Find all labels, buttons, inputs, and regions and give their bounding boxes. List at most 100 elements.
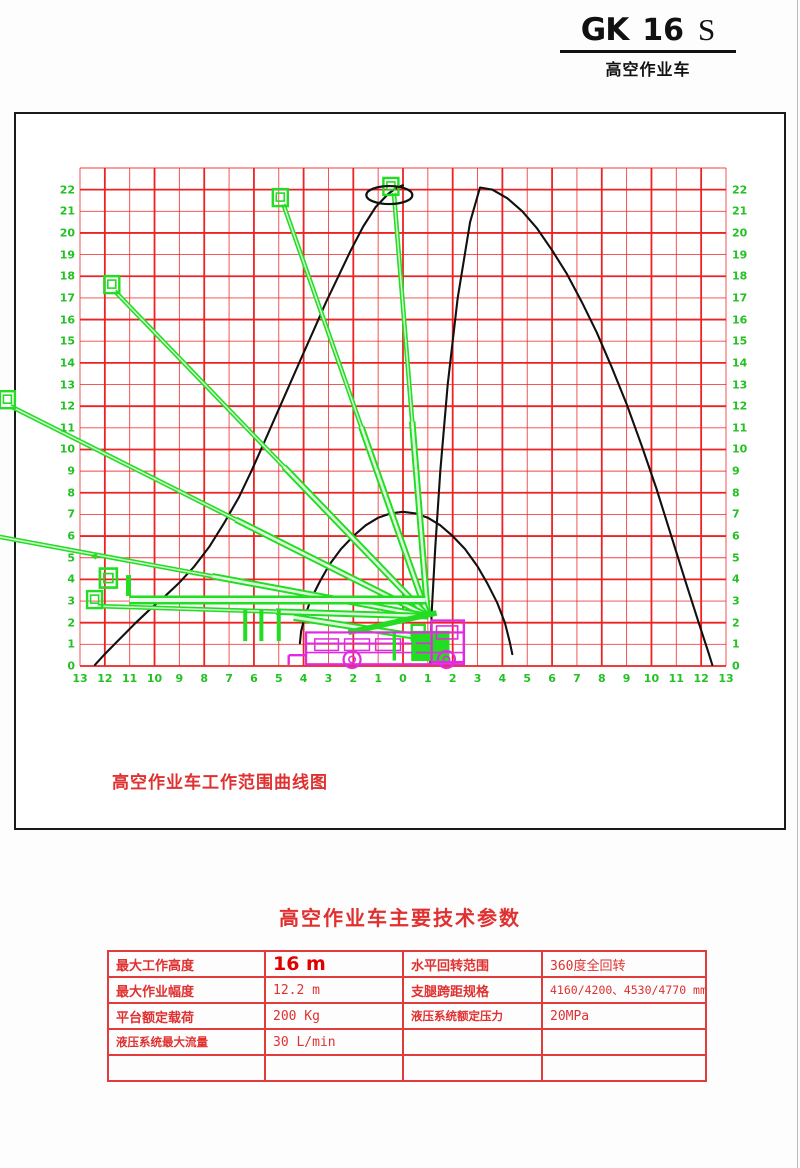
boom-section-outer-hollow <box>275 610 428 618</box>
y-axis-left-tick: 8 <box>67 486 75 500</box>
title-block: GK 16 S 高空作业车 <box>548 14 748 80</box>
boom-section-outer-hollow <box>282 465 429 618</box>
x-axis-tick: 7 <box>573 672 581 685</box>
top-ellipse-marker <box>365 184 414 206</box>
spec-value-right <box>541 1054 707 1082</box>
x-axis-tick: 12 <box>693 672 709 685</box>
y-axis-right-tick: 13 <box>732 378 748 392</box>
model-number-label: 16 <box>642 13 684 48</box>
x-axis-tick: 4 <box>498 672 507 685</box>
y-axis-left-tick: 18 <box>59 269 75 283</box>
spec-value-left: 12.2 m <box>264 976 404 1004</box>
chart-caption: 高空作业车工作范围曲线图 <box>112 773 328 793</box>
envelope-curve-inner-dome <box>298 510 514 656</box>
y-axis-left-tick: 22 <box>59 183 75 197</box>
spec-key-right: 支腿跨距规格 <box>402 976 543 1004</box>
spec-table-row: 最大工作高度 16 m 水平回转范围 360度全回转 <box>107 950 707 978</box>
x-axis-tick: 6 <box>548 672 556 685</box>
spec-table-row: 平台额定载荷 200 Kg 液压系统额定压力 20MPa <box>107 1002 707 1030</box>
spec-value-left: 200 Kg <box>264 1002 404 1030</box>
spec-key-left <box>107 1054 266 1082</box>
x-axis-tick: 4 <box>299 672 308 685</box>
model-suffix-label: S <box>697 12 716 47</box>
plot-area: 22 21 20 19 18 17 16 15 14 13 12 11 10 9 8 7 6 5 4 3 2 1 0 22 21… <box>0 167 747 684</box>
x-axis-tick: 10 <box>146 672 163 685</box>
spec-value-right <box>541 1028 707 1056</box>
y-axis-left-tick: 11 <box>59 421 75 435</box>
work-platform-basket-left <box>89 553 119 589</box>
boom-section-inner-hollow <box>282 203 363 427</box>
x-axis-tick: 7 <box>225 672 233 685</box>
y-axis-left-tick: 17 <box>59 291 75 305</box>
spec-key-left: 最大作业幅度 <box>107 976 266 1004</box>
y-axis-left-tick: 14 <box>59 356 75 370</box>
spec-key-right: 水平回转范围 <box>402 950 543 978</box>
spec-key-left: 平台额定载荷 <box>107 1002 266 1030</box>
boom-section-outer-hollow <box>410 421 430 617</box>
y-axis-left-tick: 20 <box>59 226 75 240</box>
y-axis-right-tick: 5 <box>732 551 740 565</box>
spec-key-right: 液压系统额定压力 <box>402 1002 543 1030</box>
y-axis-left-tick: 21 <box>59 204 75 218</box>
x-axis-tick: 3 <box>473 672 482 685</box>
spec-table-row: 最大作业幅度 12.2 m 支腿跨距规格 4160/4200、4530/4770… <box>107 976 707 1004</box>
machine-layer <box>0 176 466 670</box>
y-axis-right-tick: 4 <box>732 572 740 586</box>
spec-key-left: 液压系统最大流量 <box>107 1028 266 1056</box>
x-axis-tick: 1 <box>374 672 382 685</box>
x-axis-tick: 5 <box>274 672 283 685</box>
spec-value-left: 30 L/min <box>264 1028 404 1056</box>
title-subtitle: 高空作业车 <box>605 60 691 79</box>
y-axis-left-tick: 16 <box>59 313 75 327</box>
boom-section-outer-hollow <box>360 426 430 617</box>
y-axis-left-tick: 5 <box>67 551 75 565</box>
x-axis-tick: 13 <box>72 672 88 685</box>
x-axis-tick: 11 <box>668 672 684 685</box>
y-axis-right-tick: 8 <box>732 486 740 500</box>
y-axis-right-tick: 12 <box>732 399 748 413</box>
boom-section-inner-hollow <box>114 290 285 468</box>
truck-chassis <box>287 619 466 670</box>
y-axis-left-tick: 0 <box>67 659 75 673</box>
y-axis-left-tick: 6 <box>67 529 75 543</box>
y-axis-left-tick: 10 <box>59 442 75 456</box>
y-axis-left-tick: 1 <box>67 637 75 651</box>
spec-value-right: 4160/4200、4530/4770 mm <box>541 976 707 1004</box>
spec-value-right: 360度全回转 <box>541 950 707 978</box>
spec-value-left <box>264 1054 404 1082</box>
y-axis-right-tick: 20 <box>732 226 748 240</box>
x-axis-tick: 8 <box>597 672 606 685</box>
y-axis-right-tick: 21 <box>732 204 748 218</box>
y-axis-left-tick: 9 <box>67 464 75 478</box>
y-axis-left-tick: 19 <box>59 248 75 262</box>
spec-value-left: 16 m <box>264 950 404 978</box>
x-axis-tick: 9 <box>622 672 631 685</box>
y-axis-right-tick: 22 <box>732 183 748 197</box>
work-range-chart-frame: 22 21 20 19 18 17 16 15 14 13 12 11 10 9 8 7 6 5 4 3 2 1 0 22 21… <box>0 112 786 830</box>
work-platform-basket <box>0 389 17 410</box>
x-axis-tick: 2 <box>448 672 457 685</box>
y-axis-right-tick: 3 <box>732 594 740 608</box>
x-axis-tick: 13 <box>718 672 734 685</box>
x-axis-tick: 2 <box>349 672 358 685</box>
brand-label: GK <box>580 12 629 48</box>
spec-table-title: 高空作业车主要技术参数 <box>279 906 521 930</box>
y-axis-right-tick: 9 <box>732 464 740 478</box>
y-axis-right-tick: 19 <box>732 248 748 262</box>
boom-section-inner-hollow <box>393 192 413 422</box>
outrigger-legs <box>392 633 416 661</box>
y-axis-right-tick: 11 <box>732 421 748 435</box>
y-axis-left-tick: 15 <box>59 334 75 348</box>
y-axis-right-tick: 7 <box>732 507 740 521</box>
x-axis-tick: 9 <box>175 672 184 685</box>
chart-inner: 22 21 20 19 18 17 16 15 14 13 12 11 10 9 8 7 6 5 4 3 2 1 0 22 21… <box>0 114 784 828</box>
work-platform-basket <box>103 274 121 295</box>
y-axis-left-tick: 3 <box>67 594 75 608</box>
spec-table-row <box>107 1054 707 1082</box>
y-axis-left-tick: 2 <box>67 616 75 630</box>
grid-layer <box>79 167 727 667</box>
envelope-curve-right-envelope <box>430 186 714 666</box>
x-axis-tick: 11 <box>122 672 138 685</box>
y-axis-right-tick: 17 <box>732 291 748 305</box>
